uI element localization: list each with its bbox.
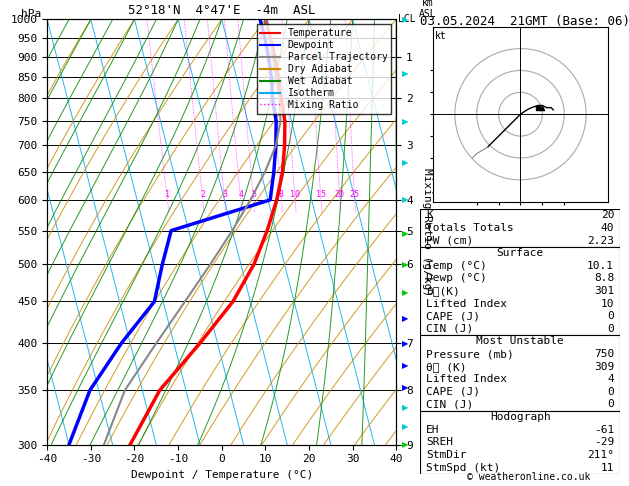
Text: Pressure (mb): Pressure (mb) — [426, 349, 514, 359]
Text: Surface: Surface — [496, 248, 544, 258]
Text: Dewp (°C): Dewp (°C) — [426, 273, 487, 283]
Text: 15: 15 — [316, 190, 326, 199]
FancyBboxPatch shape — [420, 335, 620, 411]
Legend: Temperature, Dewpoint, Parcel Trajectory, Dry Adiabat, Wet Adiabat, Isotherm, Mi: Temperature, Dewpoint, Parcel Trajectory… — [257, 24, 391, 114]
Text: 1: 1 — [165, 190, 170, 199]
Text: hPa: hPa — [21, 9, 42, 19]
Text: 4: 4 — [608, 374, 614, 384]
Text: ▶: ▶ — [402, 229, 408, 238]
Text: SREH: SREH — [426, 437, 453, 447]
Text: ▶: ▶ — [402, 314, 408, 323]
Text: 0: 0 — [608, 399, 614, 410]
Text: 0: 0 — [608, 324, 614, 334]
Text: θᴇ(K): θᴇ(K) — [426, 286, 460, 296]
Text: Hodograph: Hodograph — [490, 412, 550, 422]
Text: 25: 25 — [350, 190, 360, 199]
Text: 0: 0 — [608, 387, 614, 397]
FancyBboxPatch shape — [420, 209, 620, 247]
Text: CAPE (J): CAPE (J) — [426, 311, 480, 321]
Text: Lifted Index: Lifted Index — [426, 374, 507, 384]
Text: ▶: ▶ — [402, 403, 408, 412]
Text: -29: -29 — [594, 437, 614, 447]
Text: 750: 750 — [594, 349, 614, 359]
Text: ▶: ▶ — [402, 362, 408, 370]
Text: 309: 309 — [594, 362, 614, 372]
Text: CIN (J): CIN (J) — [426, 324, 474, 334]
Text: ▶: ▶ — [402, 117, 408, 125]
Text: ▶: ▶ — [402, 69, 408, 78]
Text: Totals Totals: Totals Totals — [426, 223, 514, 233]
Text: ▶: ▶ — [402, 288, 408, 297]
Text: ▶: ▶ — [402, 440, 408, 449]
FancyBboxPatch shape — [420, 411, 620, 474]
Text: 11: 11 — [601, 463, 614, 472]
Title: 52°18'N  4°47'E  -4m  ASL: 52°18'N 4°47'E -4m ASL — [128, 4, 316, 17]
Text: ▶: ▶ — [402, 15, 408, 24]
Text: Temp (°C): Temp (°C) — [426, 260, 487, 271]
Text: ▶: ▶ — [402, 260, 408, 269]
Text: 211°: 211° — [587, 450, 614, 460]
Text: 301: 301 — [594, 286, 614, 296]
Text: EH: EH — [426, 425, 440, 434]
Y-axis label: Mixing Ratio (g/kg): Mixing Ratio (g/kg) — [422, 168, 432, 296]
Text: kt: kt — [435, 31, 447, 41]
Text: 8: 8 — [279, 190, 284, 199]
Text: 10: 10 — [290, 190, 300, 199]
Text: θᴇ (K): θᴇ (K) — [426, 362, 467, 372]
Text: ▶: ▶ — [402, 383, 408, 392]
Text: LCL: LCL — [398, 15, 416, 24]
Text: 20: 20 — [335, 190, 345, 199]
Text: ▶: ▶ — [402, 422, 408, 431]
Text: 10.1: 10.1 — [587, 260, 614, 271]
Text: 10: 10 — [601, 298, 614, 309]
Text: 03.05.2024  21GMT (Base: 06): 03.05.2024 21GMT (Base: 06) — [420, 15, 629, 28]
Text: CIN (J): CIN (J) — [426, 399, 474, 410]
Text: 5: 5 — [251, 190, 256, 199]
Text: 2: 2 — [200, 190, 205, 199]
Text: km
ASL: km ASL — [419, 0, 437, 19]
Text: -61: -61 — [594, 425, 614, 434]
FancyBboxPatch shape — [420, 247, 620, 335]
Text: © weatheronline.co.uk: © weatheronline.co.uk — [467, 472, 590, 482]
Text: ▶: ▶ — [402, 195, 408, 205]
Text: Most Unstable: Most Unstable — [476, 336, 564, 347]
Text: StmDir: StmDir — [426, 450, 467, 460]
X-axis label: Dewpoint / Temperature (°C): Dewpoint / Temperature (°C) — [131, 470, 313, 480]
Text: 0: 0 — [608, 311, 614, 321]
Text: 20: 20 — [601, 210, 614, 220]
Text: PW (cm): PW (cm) — [426, 236, 474, 245]
Text: CAPE (J): CAPE (J) — [426, 387, 480, 397]
Text: K: K — [426, 210, 433, 220]
Text: ▶: ▶ — [402, 158, 408, 167]
Text: 40: 40 — [601, 223, 614, 233]
Text: ▶: ▶ — [402, 339, 408, 347]
Text: StmSpd (kt): StmSpd (kt) — [426, 463, 501, 472]
Text: 8.8: 8.8 — [594, 273, 614, 283]
Text: 2.23: 2.23 — [587, 236, 614, 245]
Text: Lifted Index: Lifted Index — [426, 298, 507, 309]
Text: 4: 4 — [238, 190, 243, 199]
Text: 3: 3 — [222, 190, 227, 199]
